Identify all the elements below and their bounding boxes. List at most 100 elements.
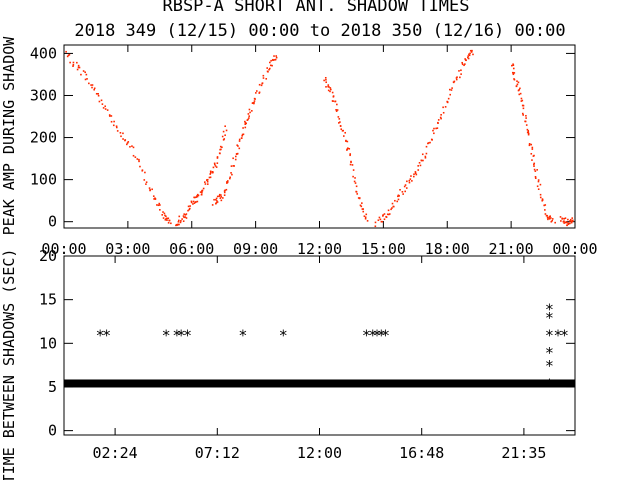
- peak-amp-point: [390, 208, 392, 211]
- peak-amp-point: [425, 145, 428, 148]
- peak-amp-point: [435, 127, 437, 130]
- peak-amp-point: [234, 158, 237, 161]
- peak-amp-point: [170, 222, 172, 225]
- peak-amp-point: [340, 128, 343, 130]
- peak-amp-point: [346, 149, 348, 151]
- peak-amp-point: [468, 54, 471, 57]
- peak-amp-point: [208, 176, 211, 179]
- peak-amp-point: [244, 126, 247, 129]
- peak-amp-point: [467, 56, 469, 59]
- peak-amp-point: [406, 180, 408, 183]
- peak-amp-point: [151, 188, 153, 191]
- peak-amp-point: [533, 163, 535, 166]
- peak-amp-point: [122, 132, 124, 135]
- peak-amp-point: [349, 163, 352, 166]
- time-between-x-tick-label: 07:12: [195, 444, 240, 462]
- peak-amp-point: [138, 160, 140, 163]
- peak-amp-point: [352, 169, 355, 171]
- peak-amp-point: [269, 61, 271, 64]
- peak-amp-point: [433, 127, 435, 130]
- peak-amp-point: [518, 88, 521, 91]
- peak-amp-point: [226, 180, 229, 182]
- peak-amp-point: [122, 138, 124, 140]
- peak-amp-point: [385, 216, 388, 218]
- peak-amp-point: [197, 194, 200, 197]
- peak-amp-point: [274, 59, 276, 61]
- chart-title: RBSP-A SHORT ANT. SHADOW TIMES: [162, 0, 469, 16]
- peak-amp-point: [242, 127, 244, 129]
- peak-amp-point: [332, 95, 335, 98]
- peak-amp-point: [539, 196, 542, 199]
- peak-amp-point: [525, 114, 527, 117]
- peak-amp-point: [213, 198, 215, 201]
- peak-amp-point: [378, 216, 381, 219]
- peak-amp-point: [181, 218, 183, 220]
- peak-amp-point: [200, 193, 203, 196]
- peak-amp-point: [222, 139, 225, 141]
- peak-amp-point: [381, 220, 384, 223]
- peak-amp-point: [102, 107, 105, 109]
- peak-amp-point: [164, 219, 167, 221]
- peak-amp-point: [68, 53, 71, 56]
- peak-amp-point: [242, 133, 245, 136]
- peak-amp-point: [522, 104, 525, 107]
- peak-amp-point: [267, 70, 269, 73]
- peak-amp-point: [444, 106, 447, 108]
- peak-amp-point: [153, 198, 155, 200]
- peak-amp-point: [332, 100, 334, 102]
- peak-amp-point: [329, 87, 332, 89]
- peak-amp-point: [248, 117, 250, 119]
- peak-amp-point: [325, 86, 327, 88]
- peak-amp-point: [380, 220, 383, 223]
- peak-amp-point: [570, 220, 573, 223]
- peak-amp-point: [472, 53, 474, 56]
- peak-amp-point: [185, 213, 188, 215]
- peak-amp-point: [533, 165, 535, 167]
- peak-amp-point: [161, 214, 164, 216]
- peak-amp-point: [453, 80, 456, 83]
- peak-amp-point: [411, 180, 413, 182]
- peak-amp-point: [533, 168, 536, 171]
- peak-amp-point: [215, 198, 217, 201]
- peak-amp-point: [526, 131, 529, 134]
- peak-amp-point: [432, 129, 434, 132]
- peak-amp-point: [399, 188, 401, 191]
- peak-amp-point: [234, 155, 237, 158]
- peak-amp-point: [571, 217, 574, 219]
- peak-amp-point: [342, 135, 345, 137]
- peak-amp-point: [464, 59, 467, 61]
- peak-amp-point: [419, 164, 422, 167]
- peak-amp-point: [204, 183, 207, 185]
- peak-amp-point: [511, 64, 513, 67]
- peak-amp-point: [158, 202, 161, 205]
- peak-amp-point: [536, 169, 538, 171]
- peak-amp-point: [569, 222, 571, 225]
- peak-amp-point: [206, 179, 208, 181]
- peak-amp-point: [539, 183, 542, 186]
- peak-amp-point: [220, 148, 222, 151]
- peak-amp-point: [213, 162, 216, 165]
- peak-amp-point: [362, 210, 365, 213]
- peak-amp-point: [162, 211, 164, 213]
- peak-amp-point: [421, 153, 424, 156]
- peak-amp-point: [159, 204, 161, 206]
- peak-amp-point: [386, 213, 389, 216]
- peak-amp-point: [252, 102, 254, 104]
- time-between-star-marker: *: [377, 327, 386, 345]
- peak-amp-point: [567, 222, 570, 224]
- peak-amp-point: [394, 199, 396, 202]
- peak-amp-point: [569, 220, 571, 222]
- peak-amp-point: [521, 112, 524, 115]
- peak-amp-point: [516, 80, 518, 82]
- peak-amp-point: [537, 188, 540, 191]
- peak-amp-point: [145, 183, 147, 185]
- peak-amp-point: [104, 108, 107, 110]
- peak-amp-point: [98, 100, 101, 103]
- peak-amp-point: [136, 158, 139, 160]
- peak-amp-point: [78, 66, 81, 69]
- time-between-y-tick-label: 20: [39, 247, 57, 265]
- peak-amp-point: [516, 83, 519, 86]
- peak-amp-point: [262, 74, 265, 77]
